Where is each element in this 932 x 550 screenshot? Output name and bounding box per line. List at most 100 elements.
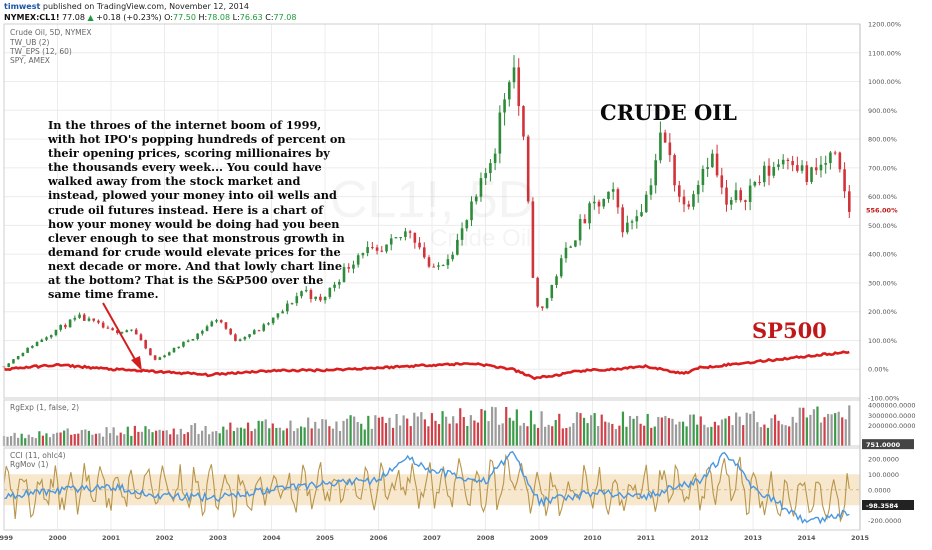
candle-body: [422, 247, 426, 258]
candle-body: [564, 247, 568, 259]
volume-bar: [162, 430, 165, 446]
candle-body: [295, 296, 299, 304]
volume-bar: [727, 416, 731, 446]
volume-bar: [222, 426, 225, 446]
oscillator-lines: [3, 450, 850, 525]
candle-body: [446, 259, 450, 266]
volume-bar: [713, 421, 717, 446]
candle-body: [375, 247, 379, 251]
volume-bar: [632, 418, 635, 446]
candle-body: [130, 329, 133, 331]
time-tick-label: 2012: [690, 534, 708, 542]
candle-body: [838, 152, 842, 170]
volume-bar: [137, 431, 140, 446]
candle-body: [219, 320, 223, 323]
candle-body: [234, 334, 237, 341]
volume-bar: [271, 423, 274, 446]
volume-bar: [27, 434, 30, 446]
candle-body: [389, 238, 393, 245]
volume-bar: [140, 431, 144, 446]
volume-bar: [809, 414, 812, 446]
volume-bar: [802, 407, 805, 446]
sp500-line-group: [3, 350, 850, 381]
volume-bar: [544, 426, 547, 446]
volume-bar: [335, 421, 338, 446]
volume-bar: [607, 422, 610, 446]
volume-bar: [45, 433, 48, 446]
candle-body: [267, 323, 270, 325]
volume-bar: [466, 425, 469, 446]
candle-body: [49, 335, 53, 338]
legend-indicator-3[interactable]: SPY, AMEX: [10, 56, 50, 65]
watermark-symbol: CL1!, 5D: [330, 170, 535, 230]
candle-body: [848, 191, 851, 212]
candle-body: [68, 319, 72, 328]
volume-bar: [455, 423, 458, 446]
candle-body: [550, 284, 554, 299]
candle-body: [456, 239, 459, 255]
volume-bar: [257, 420, 260, 446]
volume-bar: [17, 437, 20, 446]
candle-body: [35, 341, 39, 347]
volume-bar: [667, 418, 671, 446]
volume-bar: [13, 432, 16, 446]
candle-body: [796, 165, 799, 171]
volume-bar: [434, 420, 437, 446]
candle-body: [186, 340, 190, 342]
candle-body: [805, 165, 809, 182]
candle-body: [498, 112, 502, 154]
legend-rgexp[interactable]: RgExp (1, false, 2): [10, 403, 80, 412]
candle-body: [781, 159, 785, 165]
volume-bar: [540, 411, 543, 446]
volume-bar: [756, 422, 759, 446]
price-tick-label: 300.00%: [868, 279, 897, 287]
candle-body: [574, 240, 577, 247]
candle-body: [677, 185, 681, 197]
volume-bar: [342, 420, 345, 446]
candle-body: [541, 306, 544, 308]
candle-body: [404, 231, 407, 238]
legend-cci[interactable]: CCI (11, ohlc4): [10, 451, 66, 460]
candle-body: [210, 321, 214, 327]
candle-body: [682, 196, 686, 205]
volume-bar: [413, 412, 416, 446]
volume-bar: [218, 433, 221, 446]
candle-body: [97, 320, 100, 323]
volume-bar: [254, 428, 257, 446]
volume-bar: [826, 413, 830, 446]
candle-body: [474, 196, 478, 202]
volume-bar: [533, 424, 536, 446]
candle-body: [271, 317, 275, 324]
crude-oil-label: CRUDE OIL: [600, 100, 737, 125]
price-tick-label: 100.00%: [868, 337, 897, 345]
volume-bar: [126, 426, 129, 446]
volume-bar: [87, 430, 90, 446]
volume-bar: [123, 434, 126, 446]
publish-info: published on TradingView.com, November 1…: [42, 2, 249, 11]
candle-body: [649, 185, 653, 195]
candle-body: [342, 267, 346, 282]
time-tick-label: 2015: [851, 534, 870, 542]
candle-body: [744, 200, 747, 202]
time-tick-label: 2011: [637, 534, 656, 542]
author-link[interactable]: timwest: [4, 2, 41, 11]
low-label: L:: [232, 13, 240, 22]
legend-rgmov[interactable]: RgMov (1): [10, 460, 49, 469]
candle-body: [767, 165, 771, 176]
symbol-label[interactable]: NYMEX:CL1!: [4, 13, 60, 22]
legend-indicator-2[interactable]: TW_EPS (12, 60): [10, 47, 72, 56]
candle-body: [139, 334, 143, 341]
volume-bar: [805, 417, 808, 446]
volume-bar: [331, 428, 335, 446]
volume-bar: [547, 424, 550, 446]
watermark-name: Crude Oil: [430, 225, 531, 253]
volume-bar: [635, 415, 639, 446]
legend-indicator-1[interactable]: TW_UB (2): [10, 38, 50, 47]
volume-bar: [406, 418, 409, 446]
volume-bar: [374, 415, 377, 446]
volume-bar: [215, 431, 218, 446]
legend-main[interactable]: Crude Oil, 5D, NYMEX: [10, 28, 92, 37]
volume-bar: [165, 430, 168, 446]
volume-bar: [494, 407, 497, 446]
volume-bar: [193, 423, 197, 446]
